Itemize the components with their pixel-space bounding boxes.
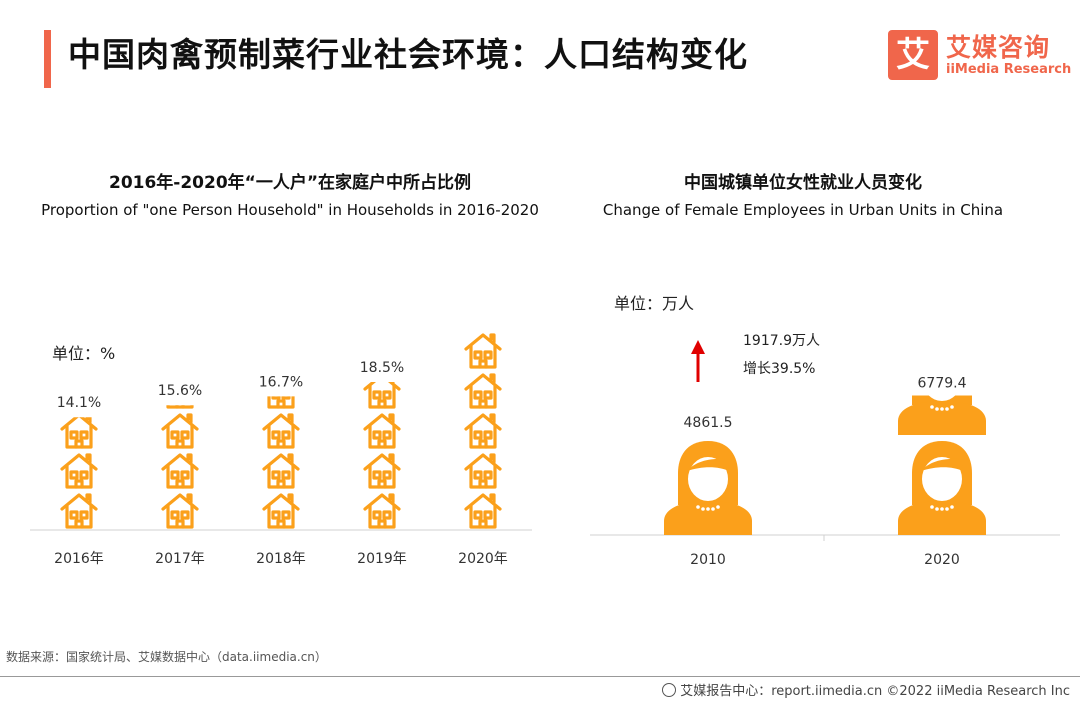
house-icon <box>363 382 401 409</box>
house-icon <box>464 373 502 409</box>
bar-2010 <box>664 441 752 535</box>
x-tick-label: 2017年 <box>155 551 205 567</box>
logo-name-cn: 艾媒咨询 <box>946 33 1051 62</box>
house-icon <box>262 413 300 449</box>
x-tick-label: 2019年 <box>357 551 407 567</box>
bar-2017年 <box>161 405 199 529</box>
bar-2019年 <box>363 382 401 529</box>
logo-name-en: iiMedia Research <box>946 62 1072 77</box>
data-label: 15.6% <box>158 383 202 399</box>
woman-icon <box>664 441 752 535</box>
x-tick-label: 2020年 <box>458 551 508 567</box>
x-tick-label: 2020 <box>924 552 960 568</box>
house-icon <box>262 493 300 529</box>
bar-2016年 <box>60 417 98 529</box>
house-icon <box>161 453 199 489</box>
title-accent-bar <box>44 30 51 88</box>
house-icon <box>60 453 98 489</box>
bar-2020年 <box>464 333 502 529</box>
house-icon <box>60 417 98 449</box>
house-icon <box>166 405 194 409</box>
left-chart-unit: 单位：% <box>52 344 116 363</box>
brand-logo: 艾 艾媒咨询 iiMedia Research <box>888 28 1072 84</box>
footer-report: 艾媒报告中心：report.iimedia.cn ©2022 iiMedia R… <box>680 684 1070 699</box>
household-chart: 14.1% 2016年 15.6% 2017年 16.7% 2018年 18.5% 2019年… <box>30 333 532 567</box>
x-tick-label: 2016年 <box>54 551 104 567</box>
data-source: 数据来源：国家统计局、艾媒数据中心（data.iimedia.cn） <box>6 650 327 664</box>
house-icon <box>464 333 502 369</box>
house-icon <box>464 453 502 489</box>
data-label: 6779.4 <box>918 376 967 392</box>
house-icon <box>464 413 502 449</box>
house-icon <box>262 453 300 489</box>
house-icon <box>363 453 401 489</box>
data-label: 4861.5 <box>684 415 733 431</box>
house-icon <box>267 396 295 409</box>
arrow-head-icon <box>691 340 705 354</box>
house-icon <box>60 493 98 529</box>
right-chart-subtitle: Change of Female Employees in Urban Unit… <box>602 201 1004 219</box>
logo-mark-icon: 艾 <box>888 30 938 80</box>
woman-icon <box>898 395 986 435</box>
x-tick-label: 2010 <box>690 552 726 568</box>
house-icon <box>464 493 502 529</box>
left-chart-subtitle: Proportion of "one Person Household" in … <box>41 201 539 219</box>
growth-amount: 1917.9万人 <box>743 333 820 349</box>
page-title: 中国肉禽预制菜行业社会环境：人口结构变化 <box>68 35 748 74</box>
globe-icon <box>662 683 677 697</box>
bar-2020 <box>898 395 986 535</box>
right-chart-title: 中国城镇单位女性就业人员变化 <box>684 173 922 193</box>
left-chart-title: 2016年-2020年“一人户”在家庭户中所占比例 <box>108 173 472 193</box>
data-label: 14.1% <box>57 395 101 411</box>
footer-credit: 艾媒报告中心：report.iimedia.cn ©2022 iiMedia R… <box>662 680 1070 699</box>
data-label: 16.7% <box>259 374 303 390</box>
right-chart-unit: 单位：万人 <box>614 294 695 313</box>
data-label: 18.5% <box>360 360 404 376</box>
house-icon <box>363 413 401 449</box>
footer-divider <box>0 676 1080 677</box>
house-icon <box>363 493 401 529</box>
house-icon <box>161 493 199 529</box>
woman-icon <box>898 441 986 535</box>
x-tick-label: 2018年 <box>256 551 306 567</box>
growth-rate: 增长39.5% <box>743 361 815 377</box>
bar-2018年 <box>262 396 300 529</box>
house-icon <box>161 413 199 449</box>
